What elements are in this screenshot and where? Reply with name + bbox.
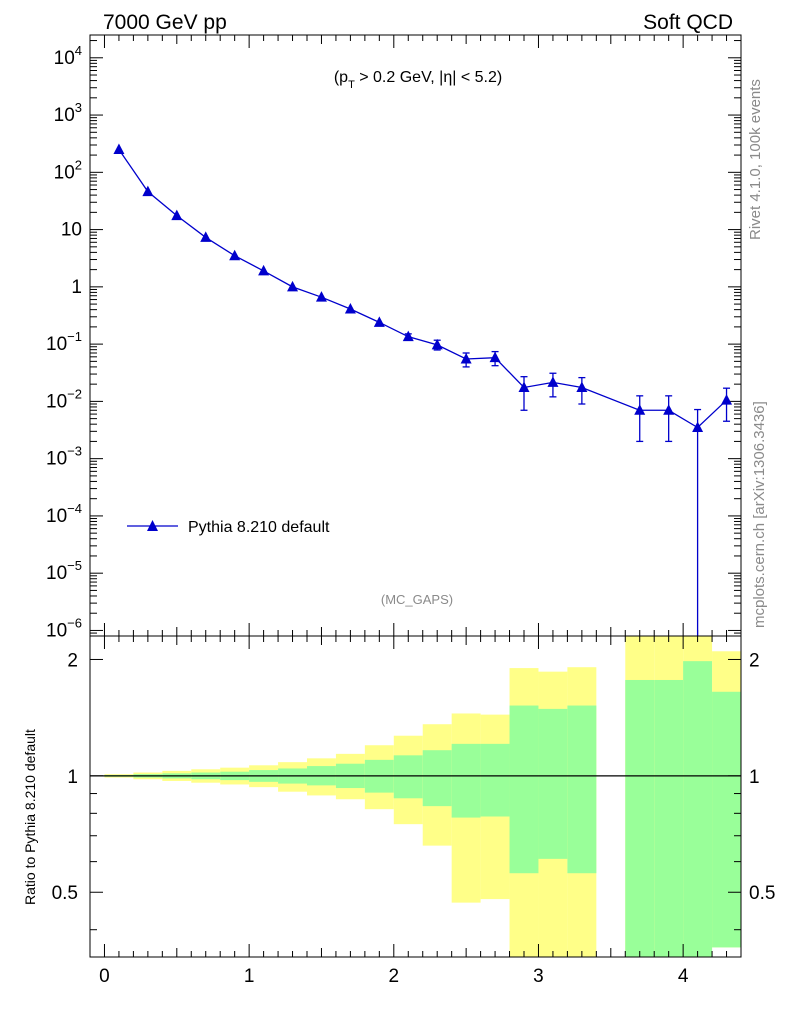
y-tick-label: 104 [54,43,82,69]
data-point [200,231,212,242]
main-frame [89,34,742,637]
data-point [142,185,154,197]
band-inner [567,705,597,874]
data-point [229,249,241,261]
data-point [113,143,125,155]
ratio-y-tick-label-right: 2 [749,650,760,671]
y-tick-exponent: −1 [67,329,82,344]
series-line [113,143,733,636]
ratio-y-tick-label-right: 0.5 [749,883,775,904]
y-tick-exponent: 4 [75,43,82,58]
band-inner [509,705,539,874]
y-tick-exponent: −2 [67,386,82,401]
y-tick-base: 10 [61,220,82,241]
ratio-axes: 0.5 0.5 1 1 2 2 0 1 2 3 4 [52,635,775,987]
data-point [518,381,530,392]
y-tick-base: 10 [46,449,67,470]
y-tick-exponent: −3 [67,444,82,459]
ratio-y-tick-label-right: 1 [749,767,760,788]
data-point [258,264,270,276]
y-tick-exponent: 3 [75,100,82,115]
y-tick-exponent: −5 [67,558,82,573]
y-tick-base: 10 [46,563,67,584]
y-tick-base: 10 [46,334,67,355]
y-tick-base: 10 [46,391,67,412]
ratio-y-tick-label: 2 [67,650,78,671]
ratio-frame [89,635,742,958]
band-inner [683,661,713,957]
y-tick-label: 10−1 [46,329,82,355]
data-point [547,376,559,387]
y-tick-label: 10−3 [46,444,82,470]
band-inner [654,679,684,957]
band-inner [422,750,452,807]
ratio-bands [104,636,741,957]
band-inner [625,679,655,957]
data-point [402,330,414,342]
data-point [576,381,588,392]
y-tick-label: 1 [71,277,82,298]
data-point [460,352,472,364]
y-tick-label: 10−5 [46,558,82,584]
data-point [315,291,327,302]
y-tick-label: 103 [54,100,82,126]
y-tick-exponent: −4 [67,501,82,516]
band-inner [538,708,568,859]
rivet-label: Rivet 4.1.0, 100k events [747,79,764,240]
ratio-y-tick-label: 1 [67,767,78,788]
band-inner [451,743,481,818]
data-point [663,404,675,415]
y-tick-label: 10−6 [46,615,82,641]
band-inner [393,755,423,799]
y-tick-exponent: 2 [75,157,82,172]
x-tick-label: 4 [678,966,689,987]
data-point [721,394,733,405]
legend-label: Pythia 8.210 default [188,519,330,536]
series-polyline [118,149,727,429]
x-tick-label: 3 [533,966,544,987]
cut-annotation: (pT > 0.2 GeV, |η| < 5.2) [334,69,502,91]
y-tick-label: 10 [61,220,82,241]
y-tick-base: 10 [54,105,75,126]
y-tick-label: 10−2 [46,386,82,412]
y-tick-base: 10 [54,162,75,183]
mcplots-label: mcplots.cern.ch [arXiv:1306.3436] [751,401,768,628]
data-point [373,316,385,327]
data-point [692,421,704,432]
y-tick-base: 10 [46,620,67,641]
data-point [489,351,501,363]
ratio-ylabel: Ratio to Pythia 8.210 default [22,729,38,905]
legend-marker [147,520,158,531]
data-point [634,404,646,415]
x-tick-label: 2 [389,966,400,987]
process-title: Soft QCD [643,11,733,34]
data-point [344,303,356,314]
data-point [287,280,299,292]
data-point [171,209,183,221]
x-tick-label: 1 [244,966,255,987]
y-tick-base: 10 [46,506,67,527]
band-inner [480,743,510,817]
ratio-y-tick-label: 0.5 [52,883,78,904]
band-inner [712,691,741,948]
y-tick-base: 10 [54,48,75,69]
legend: Pythia 8.210 default [127,519,330,536]
x-tick-label: 0 [99,966,110,987]
y-tick-label: 10−4 [46,501,82,527]
analysis-watermark: (MC_GAPS) [381,592,453,607]
y-tick-label: 102 [54,157,82,183]
energy-title: 7000 GeV pp [103,11,227,34]
y-tick-base: 1 [71,277,82,298]
series-group [113,143,733,636]
data-point [431,338,443,350]
y-tick-exponent: −6 [67,615,82,630]
